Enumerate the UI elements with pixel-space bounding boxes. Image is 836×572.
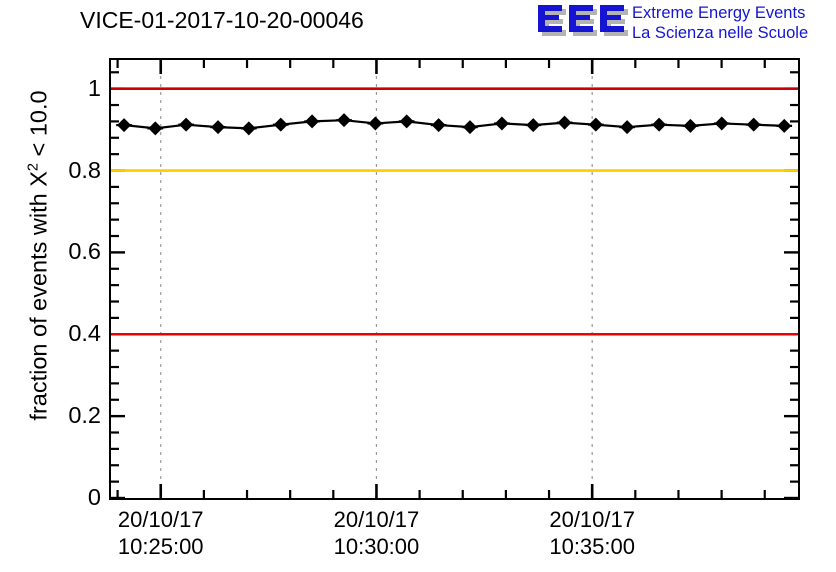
plot-canvas <box>111 60 798 498</box>
data-point-marker[interactable] <box>179 117 194 132</box>
eee-logo: Extreme Energy Events La Scienza nelle S… <box>536 2 836 46</box>
x-axis-tick-label: 20/10/17 10:30:00 <box>296 506 456 560</box>
x-axis-tick-label-date: 20/10/17 <box>333 507 420 532</box>
data-point-marker[interactable] <box>211 120 226 135</box>
data-point-marker[interactable] <box>714 116 729 131</box>
data-point-marker[interactable] <box>273 117 288 132</box>
x-axis-tick-label: 20/10/17 10:25:00 <box>81 506 241 560</box>
eee-logo-line1: Extreme Energy Events <box>632 4 806 22</box>
y-axis-tick-label: 0.4 <box>68 320 101 347</box>
x-axis-tick-label-time: 10:30:00 <box>333 534 420 559</box>
data-point-marker[interactable] <box>746 117 761 132</box>
y-axis-tick-label: 0.6 <box>68 238 101 265</box>
y-axis-tick-label: 0.2 <box>68 402 101 429</box>
data-point-marker[interactable] <box>117 118 132 133</box>
data-point-marker[interactable] <box>620 120 635 135</box>
data-point-marker[interactable] <box>148 121 163 136</box>
x-axis-tick-label-date: 20/10/17 <box>549 507 635 532</box>
eee-logo-text: Extreme Energy Events La Scienza nelle S… <box>632 3 808 43</box>
x-axis-tick-label-date: 20/10/17 <box>117 507 204 532</box>
y-axis-tick-label: 0.8 <box>68 156 101 183</box>
series-line-0 <box>123 119 785 130</box>
x-axis-tick-label-time: 10:35:00 <box>549 534 635 559</box>
data-point-marker[interactable] <box>526 118 541 133</box>
data-point-marker[interactable] <box>462 120 477 135</box>
data-point-marker[interactable] <box>683 118 698 133</box>
x-axis-tick-labels: 20/10/17 10:25:00 20/10/17 10:30:00 20/10/17… <box>0 506 836 572</box>
data-point-marker[interactable] <box>588 117 603 132</box>
data-point-marker[interactable] <box>557 115 572 130</box>
eee-logo-line2: La Scienza nelle Scuole <box>632 24 809 42</box>
x-axis-tick-label-time: 10:25:00 <box>117 534 204 559</box>
y-axis-tick-label: 0 <box>87 484 101 510</box>
x-axis-tick-label: 20/10/17 10:35:00 <box>512 506 672 560</box>
data-point-marker[interactable] <box>494 116 509 131</box>
data-point-marker[interactable] <box>368 116 383 131</box>
chart-svg <box>111 60 798 498</box>
data-point-marker[interactable] <box>431 118 446 133</box>
data-point-marker[interactable] <box>777 118 792 133</box>
y-axis-tick-labels: 0 0.2 0.4 0.6 0.8 1 <box>35 0 101 572</box>
plot-area <box>109 58 800 500</box>
eee-logo-mark-icon <box>536 4 628 38</box>
y-axis-tick-label: 1 <box>87 74 101 101</box>
data-point-marker[interactable] <box>241 121 256 136</box>
data-point-marker[interactable] <box>399 114 414 129</box>
data-point-marker[interactable] <box>337 113 352 128</box>
data-point-marker[interactable] <box>652 117 667 132</box>
page-title: VICE-01-2017-10-20-00046 <box>80 7 364 33</box>
data-point-marker[interactable] <box>305 114 320 129</box>
